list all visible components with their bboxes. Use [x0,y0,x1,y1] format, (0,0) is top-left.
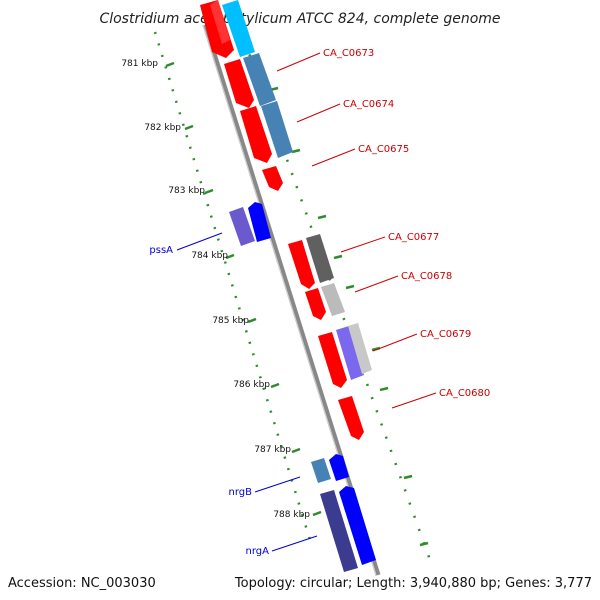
outer-dash [403,474,413,480]
leader-line [254,476,301,493]
genome-backbone [202,24,381,576]
gene-arrow-red [240,106,272,163]
gene-label-ca-c0677: CA_C0677 [388,232,439,243]
tick-dash [225,253,235,260]
tick-label: 784 kbp [191,251,228,261]
leader-line [354,275,399,293]
gene-arrow-red [318,332,347,388]
inner-dotted-track [153,31,312,541]
gene-arrow-red [288,240,315,289]
gene-label-ca-c0674: CA_C0674 [343,99,394,110]
leader-line [271,535,318,552]
outer-dash [379,386,389,392]
genome-backbone-highlight [202,24,377,576]
gene-arrow-red [224,59,254,108]
tick-label: 782 kbp [144,123,181,133]
plus-gene-labels: CA_C0673 CA_C0674 CA_C0675 CA_C0677 CA_C… [323,48,490,399]
gene-label-nrga: nrgA [246,546,270,557]
gene-arrow-red [262,166,283,191]
outer-dash [291,148,301,154]
gene-arrow-red [200,0,234,58]
gene-arrow-steel [311,458,331,483]
genome-summary-text: Topology: circular; Length: 3,940,880 bp… [234,576,592,591]
tick-label: 786 kbp [233,380,270,390]
leader-line [296,103,341,123]
tick-label: 788 kbp [273,510,310,520]
outer-dashes [269,86,429,547]
gene-label-ca-c0673: CA_C0673 [323,48,374,59]
plus-leaders [276,52,437,409]
minus-gene-labels: pssA nrgB nrgA [149,245,269,557]
gene-arrow-red [338,396,364,440]
tick-dash [165,61,175,68]
gene-label-nrgb: nrgB [229,487,253,498]
minus-leaders [176,232,318,552]
gene-arrow-blue [339,486,376,565]
leader-line [311,148,356,167]
gene-label-pssa: pssA [149,245,173,256]
outer-dash [333,254,343,260]
tick-dash [291,447,301,454]
gene-arrow-cyan [222,0,255,57]
tick-dash [204,188,214,195]
leader-line [372,333,418,352]
tick-dash [270,382,280,389]
gene-arrow-steel [243,53,276,106]
leader-line [340,236,386,253]
gene-arrow-red [305,288,326,320]
map-title: Clostridium acetobutylicum ATCC 824, com… [99,11,500,27]
tick-label: 787 kbp [254,445,291,455]
tick-dashes [165,61,322,517]
accession-text: Accession: NC_003030 [8,576,156,591]
tick-dash [312,510,322,517]
gene-arrow-gray [306,234,334,283]
plus-strand-genes [200,0,372,440]
gene-label-ca-c0675: CA_C0675 [358,144,409,155]
gene-arrow-purple [229,207,255,246]
tick-dash [247,317,257,324]
gene-arrow-navy [320,490,358,572]
leader-line [176,232,223,251]
outer-dash [317,214,327,220]
gene-arrow-blue [329,454,349,481]
gene-label-ca-c0680: CA_C0680 [439,388,490,399]
gene-arrow-lightgray [321,283,345,316]
outer-dash [345,284,355,290]
tick-dash [184,124,194,131]
gene-arrow-lightgray [348,323,372,374]
gene-shade [210,0,230,44]
tick-label: 783 kbp [168,186,205,196]
gene-arrow-blue [248,202,271,242]
gene-arrow-steel [261,101,293,158]
gene-arrow-purple [336,326,364,380]
tick-label: 785 kbp [212,316,249,326]
gene-label-ca-c0679: CA_C0679 [420,329,471,340]
outer-dash [419,541,429,547]
tick-label: 781 kbp [121,59,158,69]
leader-line [276,52,321,72]
minus-strand-genes [229,202,376,572]
gene-label-ca-c0678: CA_C0678 [401,271,452,282]
tick-labels: 781 kbp 782 kbp 783 kbp 784 kbp 785 kbp … [121,59,310,520]
leader-line [391,392,437,409]
